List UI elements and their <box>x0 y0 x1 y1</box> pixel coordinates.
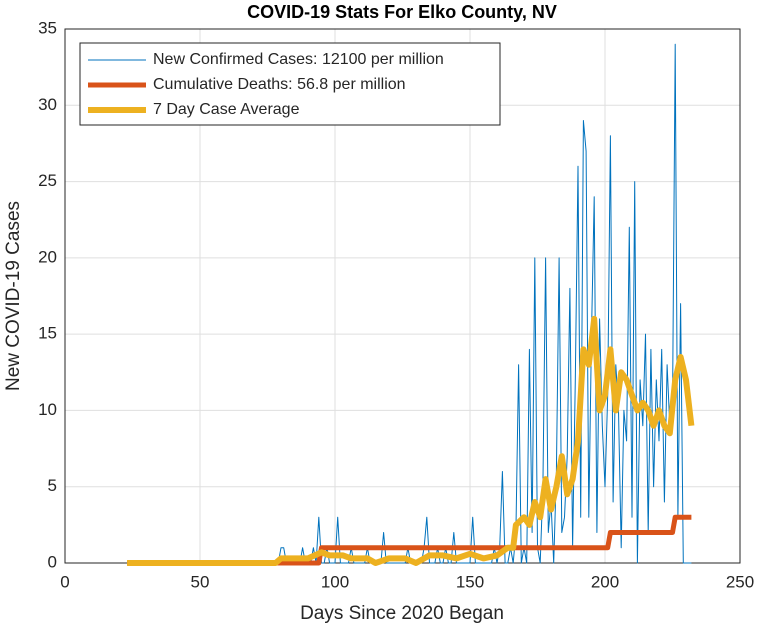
legend-label: New Confirmed Cases: 12100 per million <box>153 51 444 68</box>
x-tick-label: 150 <box>456 572 484 591</box>
y-axis-label: New COVID-19 Cases <box>3 201 24 391</box>
chart-title: COVID-19 Stats For Elko County, NV <box>247 2 557 22</box>
y-tick-label: 30 <box>38 95 57 114</box>
y-tick-label: 35 <box>38 18 57 37</box>
y-tick-label: 5 <box>48 476 57 495</box>
y-tick-label: 10 <box>38 400 57 419</box>
x-tick-label: 100 <box>321 572 349 591</box>
x-tick-label: 50 <box>191 572 210 591</box>
data-line <box>127 514 692 566</box>
y-tick-label: 0 <box>48 552 57 571</box>
x-tick-label: 200 <box>591 572 619 591</box>
legend-label: Cumulative Deaths: 56.8 per million <box>153 76 406 93</box>
legend-label: 7 Day Case Average <box>153 101 300 118</box>
y-tick-label: 15 <box>38 324 57 343</box>
y-tick-label: 20 <box>38 247 57 266</box>
x-tick-label: 250 <box>726 572 754 591</box>
x-axis-label: Days Since 2020 Began <box>300 603 504 624</box>
y-tick-label: 25 <box>38 171 57 190</box>
x-tick-label: 0 <box>60 572 69 591</box>
data-line <box>127 315 695 566</box>
legend-box <box>79 42 501 126</box>
